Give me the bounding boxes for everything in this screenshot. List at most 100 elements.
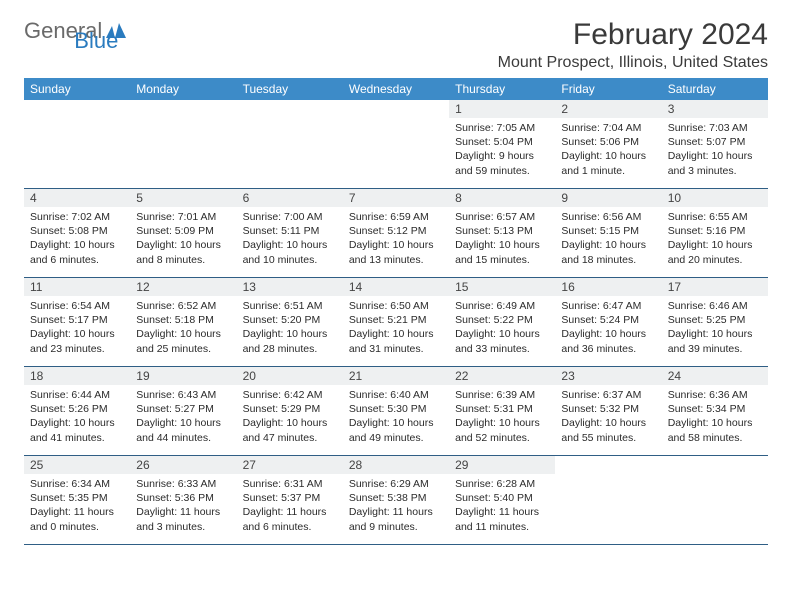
sunrise-text: Sunrise: 6:51 AM: [243, 299, 337, 313]
daylight-text-1: Daylight: 10 hours: [243, 327, 337, 341]
daylight-text-2: and 18 minutes.: [561, 253, 655, 267]
daylight-text-1: Daylight: 10 hours: [243, 416, 337, 430]
daylight-text-1: Daylight: 10 hours: [561, 327, 655, 341]
day-details: Sunrise: 6:31 AMSunset: 5:37 PMDaylight:…: [237, 474, 343, 538]
sunrise-text: Sunrise: 7:00 AM: [243, 210, 337, 224]
daylight-text-1: Daylight: 10 hours: [561, 238, 655, 252]
daylight-text-2: and 41 minutes.: [30, 431, 124, 445]
day-number: 12: [130, 278, 236, 296]
day-number: 14: [343, 278, 449, 296]
sunrise-text: Sunrise: 6:50 AM: [349, 299, 443, 313]
day-details: Sunrise: 6:52 AMSunset: 5:18 PMDaylight:…: [130, 296, 236, 360]
daylight-text-2: and 11 minutes.: [455, 520, 549, 534]
title-block: February 2024 Mount Prospect, Illinois, …: [498, 18, 768, 72]
daylight-text-1: Daylight: 10 hours: [668, 416, 762, 430]
day-cell: 16Sunrise: 6:47 AMSunset: 5:24 PMDayligh…: [555, 278, 661, 366]
day-number: 4: [24, 189, 130, 207]
location: Mount Prospect, Illinois, United States: [498, 54, 768, 72]
daylight-text-2: and 8 minutes.: [136, 253, 230, 267]
day-cell: [662, 456, 768, 544]
day-cell: 6Sunrise: 7:00 AMSunset: 5:11 PMDaylight…: [237, 189, 343, 277]
day-details: Sunrise: 7:03 AMSunset: 5:07 PMDaylight:…: [662, 118, 768, 182]
daylight-text-2: and 44 minutes.: [136, 431, 230, 445]
day-cell: [24, 100, 130, 188]
daylight-text-2: and 0 minutes.: [30, 520, 124, 534]
day-cell: 13Sunrise: 6:51 AMSunset: 5:20 PMDayligh…: [237, 278, 343, 366]
day-number: 27: [237, 456, 343, 474]
daylight-text-1: Daylight: 10 hours: [136, 416, 230, 430]
day-cell: 1Sunrise: 7:05 AMSunset: 5:04 PMDaylight…: [449, 100, 555, 188]
day-header-monday: Monday: [130, 78, 236, 100]
day-cell: 26Sunrise: 6:33 AMSunset: 5:36 PMDayligh…: [130, 456, 236, 544]
daylight-text-2: and 49 minutes.: [349, 431, 443, 445]
day-number: 11: [24, 278, 130, 296]
day-number: 15: [449, 278, 555, 296]
sunrise-text: Sunrise: 6:55 AM: [668, 210, 762, 224]
daylight-text-1: Daylight: 10 hours: [30, 416, 124, 430]
day-cell: 27Sunrise: 6:31 AMSunset: 5:37 PMDayligh…: [237, 456, 343, 544]
day-details: Sunrise: 6:36 AMSunset: 5:34 PMDaylight:…: [662, 385, 768, 449]
day-details: Sunrise: 7:04 AMSunset: 5:06 PMDaylight:…: [555, 118, 661, 182]
sunset-text: Sunset: 5:12 PM: [349, 224, 443, 238]
day-cell: 18Sunrise: 6:44 AMSunset: 5:26 PMDayligh…: [24, 367, 130, 455]
sunset-text: Sunset: 5:29 PM: [243, 402, 337, 416]
sunset-text: Sunset: 5:34 PM: [668, 402, 762, 416]
sunrise-text: Sunrise: 6:52 AM: [136, 299, 230, 313]
daylight-text-2: and 28 minutes.: [243, 342, 337, 356]
day-number: 21: [343, 367, 449, 385]
daylight-text-2: and 1 minute.: [561, 164, 655, 178]
day-number: 5: [130, 189, 236, 207]
day-number: 1: [449, 100, 555, 118]
day-details: Sunrise: 6:50 AMSunset: 5:21 PMDaylight:…: [343, 296, 449, 360]
day-number: 25: [24, 456, 130, 474]
day-number: 8: [449, 189, 555, 207]
sunrise-text: Sunrise: 6:31 AM: [243, 477, 337, 491]
day-details: Sunrise: 6:44 AMSunset: 5:26 PMDaylight:…: [24, 385, 130, 449]
day-cell: 11Sunrise: 6:54 AMSunset: 5:17 PMDayligh…: [24, 278, 130, 366]
sunrise-text: Sunrise: 6:59 AM: [349, 210, 443, 224]
day-number: 17: [662, 278, 768, 296]
day-cell: [555, 456, 661, 544]
day-cell: [343, 100, 449, 188]
day-cell: 5Sunrise: 7:01 AMSunset: 5:09 PMDaylight…: [130, 189, 236, 277]
day-cell: 8Sunrise: 6:57 AMSunset: 5:13 PMDaylight…: [449, 189, 555, 277]
day-details: Sunrise: 6:43 AMSunset: 5:27 PMDaylight:…: [130, 385, 236, 449]
day-details: Sunrise: 6:37 AMSunset: 5:32 PMDaylight:…: [555, 385, 661, 449]
day-details: Sunrise: 7:05 AMSunset: 5:04 PMDaylight:…: [449, 118, 555, 182]
sunset-text: Sunset: 5:04 PM: [455, 135, 549, 149]
calendar: SundayMondayTuesdayWednesdayThursdayFrid…: [24, 78, 768, 545]
daylight-text-2: and 23 minutes.: [30, 342, 124, 356]
daylight-text-2: and 59 minutes.: [455, 164, 549, 178]
day-cell: 9Sunrise: 6:56 AMSunset: 5:15 PMDaylight…: [555, 189, 661, 277]
daylight-text-2: and 13 minutes.: [349, 253, 443, 267]
daylight-text-2: and 55 minutes.: [561, 431, 655, 445]
day-details: Sunrise: 6:49 AMSunset: 5:22 PMDaylight:…: [449, 296, 555, 360]
day-cell: 19Sunrise: 6:43 AMSunset: 5:27 PMDayligh…: [130, 367, 236, 455]
day-details: Sunrise: 6:54 AMSunset: 5:17 PMDaylight:…: [24, 296, 130, 360]
day-details: Sunrise: 7:01 AMSunset: 5:09 PMDaylight:…: [130, 207, 236, 271]
daylight-text-1: Daylight: 10 hours: [455, 416, 549, 430]
day-details: Sunrise: 6:59 AMSunset: 5:12 PMDaylight:…: [343, 207, 449, 271]
day-number: 10: [662, 189, 768, 207]
day-number: 13: [237, 278, 343, 296]
month-title: February 2024: [498, 18, 768, 52]
daylight-text-1: Daylight: 10 hours: [30, 327, 124, 341]
day-cell: 22Sunrise: 6:39 AMSunset: 5:31 PMDayligh…: [449, 367, 555, 455]
sunset-text: Sunset: 5:37 PM: [243, 491, 337, 505]
sunset-text: Sunset: 5:15 PM: [561, 224, 655, 238]
day-number: 6: [237, 189, 343, 207]
daylight-text-2: and 47 minutes.: [243, 431, 337, 445]
daylight-text-1: Daylight: 10 hours: [136, 238, 230, 252]
day-number: 7: [343, 189, 449, 207]
sunrise-text: Sunrise: 6:39 AM: [455, 388, 549, 402]
day-cell: [237, 100, 343, 188]
sunset-text: Sunset: 5:21 PM: [349, 313, 443, 327]
sunrise-text: Sunrise: 7:02 AM: [30, 210, 124, 224]
day-details: Sunrise: 6:47 AMSunset: 5:24 PMDaylight:…: [555, 296, 661, 360]
day-cell: 2Sunrise: 7:04 AMSunset: 5:06 PMDaylight…: [555, 100, 661, 188]
day-details: Sunrise: 7:02 AMSunset: 5:08 PMDaylight:…: [24, 207, 130, 271]
sunrise-text: Sunrise: 6:54 AM: [30, 299, 124, 313]
sunset-text: Sunset: 5:07 PM: [668, 135, 762, 149]
day-header-wednesday: Wednesday: [343, 78, 449, 100]
daylight-text-1: Daylight: 10 hours: [561, 149, 655, 163]
